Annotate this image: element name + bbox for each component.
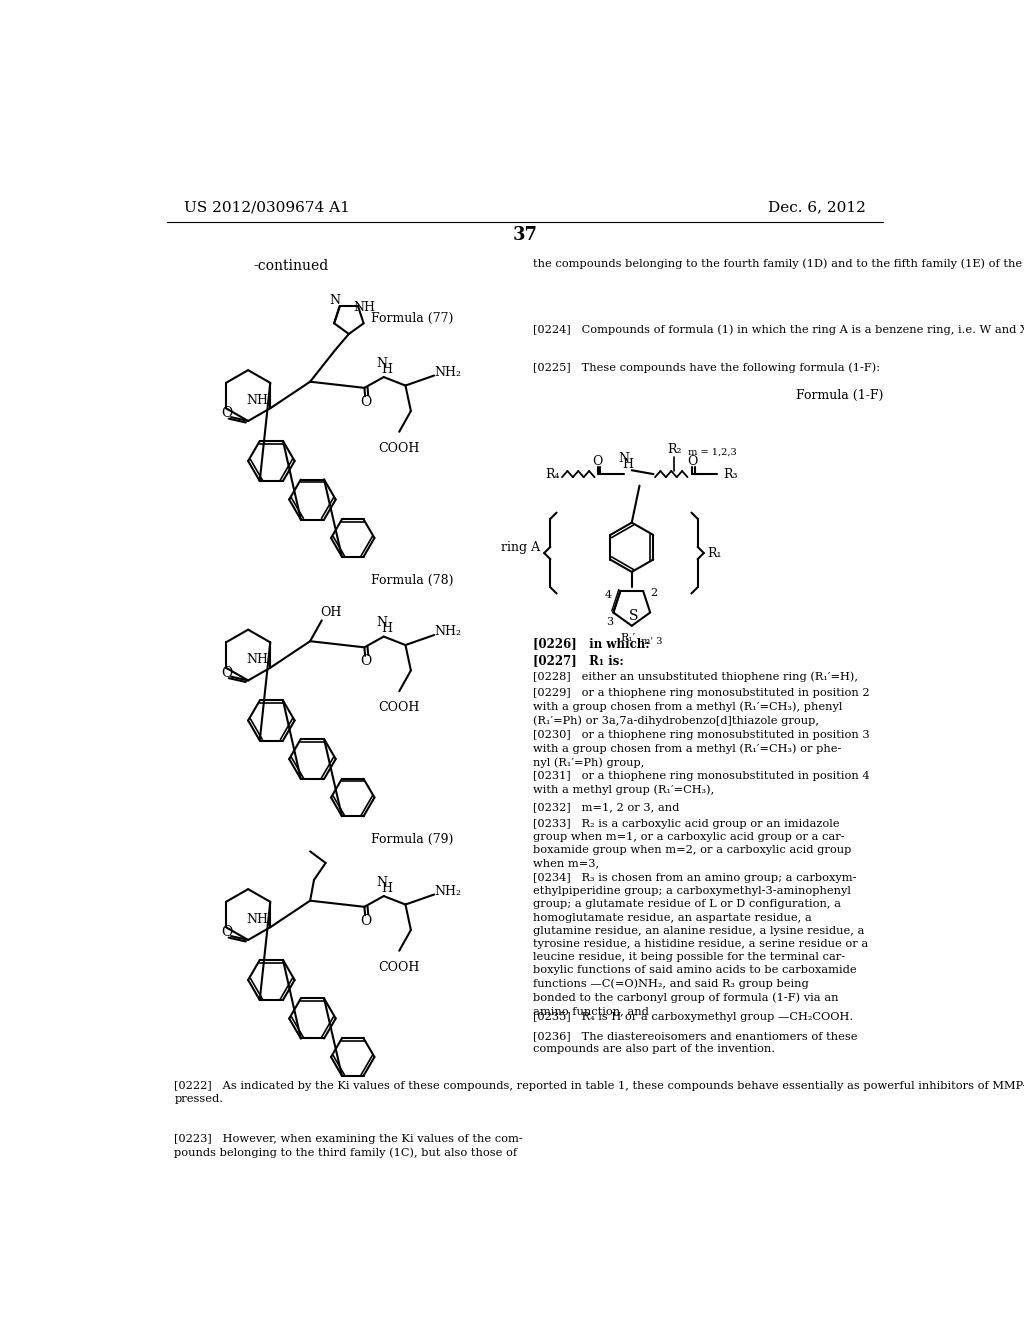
Text: N: N: [377, 875, 388, 888]
Text: O: O: [360, 655, 372, 668]
Text: H: H: [623, 458, 634, 471]
Text: -continued: -continued: [253, 259, 329, 272]
Text: COOH: COOH: [379, 961, 420, 974]
Text: US 2012/0309674 A1: US 2012/0309674 A1: [183, 201, 349, 215]
Text: COOH: COOH: [379, 442, 420, 455]
Text: O: O: [221, 925, 232, 940]
Text: 2: 2: [650, 587, 657, 598]
Text: [0228]   either an unsubstituted thiophene ring (R₁′=H),: [0228] either an unsubstituted thiophene…: [532, 671, 857, 682]
Text: NH₂: NH₂: [434, 366, 461, 379]
Text: COOH: COOH: [379, 701, 420, 714]
Text: Formula (79): Formula (79): [371, 833, 454, 846]
Text: O: O: [360, 913, 372, 928]
Text: 37: 37: [512, 226, 538, 244]
Text: m = 1,2,3: m = 1,2,3: [688, 447, 737, 457]
Text: Formula (78): Formula (78): [371, 574, 454, 587]
Text: Formula (77): Formula (77): [371, 313, 454, 326]
Text: O: O: [221, 407, 232, 420]
Text: NH: NH: [353, 301, 376, 314]
Text: [0231]   or a thiophene ring monosubstituted in position 4
with a methyl group (: [0231] or a thiophene ring monosubstitut…: [532, 771, 869, 796]
Text: 3: 3: [606, 616, 613, 627]
Text: [0226]   in which:: [0226] in which:: [532, 638, 649, 651]
Text: O: O: [221, 665, 232, 680]
Text: [0229]   or a thiophene ring monosubstituted in position 2
with a group chosen f: [0229] or a thiophene ring monosubstitut…: [532, 688, 869, 726]
Text: R₃: R₃: [723, 467, 737, 480]
Text: [0225]   These compounds have the following formula (1-F):: [0225] These compounds have the followin…: [532, 363, 880, 374]
Text: NH: NH: [247, 393, 268, 407]
Text: [0222]   As indicated by the Ki values of these compounds, reported in table 1, : [0222] As indicated by the Ki values of …: [174, 1081, 1024, 1104]
Text: Dec. 6, 2012: Dec. 6, 2012: [768, 201, 866, 215]
Text: [0235]   R₄ is H or a carboxymethyl group —CH₂COOH.: [0235] R₄ is H or a carboxymethyl group …: [532, 1011, 853, 1022]
Text: NH₂: NH₂: [434, 626, 461, 639]
Text: S: S: [629, 609, 638, 623]
Text: N: N: [330, 293, 340, 306]
Text: N: N: [618, 453, 630, 465]
Text: the compounds belonging to the fourth family (1D) and to the fifth family (1E) o: the compounds belonging to the fourth fa…: [532, 259, 1024, 269]
Text: O: O: [687, 455, 697, 469]
Text: [0236]   The diastereoisomers and enantiomers of these
compounds are also part o: [0236] The diastereoisomers and enantiom…: [532, 1031, 857, 1053]
Text: R₄: R₄: [546, 467, 560, 480]
Text: N: N: [377, 616, 388, 630]
Text: O: O: [593, 455, 603, 469]
Text: NH: NH: [247, 912, 268, 925]
Text: H: H: [381, 622, 392, 635]
Text: [0233]   R₂ is a carboxylic acid group or an imidazole
group when m=1, or a carb: [0233] R₂ is a carboxylic acid group or …: [532, 818, 851, 869]
Text: [0232]   m=1, 2 or 3, and: [0232] m=1, 2 or 3, and: [532, 803, 679, 812]
Text: 4: 4: [605, 590, 612, 601]
Text: R₂: R₂: [667, 444, 682, 455]
Text: [0234]   R₃ is chosen from an amino group; a carboxym-
ethylpiperidine group; a : [0234] R₃ is chosen from an amino group;…: [532, 873, 867, 1016]
Text: [0230]   or a thiophene ring monosubstituted in position 3
with a group chosen f: [0230] or a thiophene ring monosubstitut…: [532, 730, 869, 768]
Text: Formula (1-F): Formula (1-F): [797, 389, 884, 403]
Text: NH: NH: [247, 653, 268, 667]
Text: R₁′: R₁′: [621, 634, 636, 643]
Text: NH₂: NH₂: [434, 884, 461, 898]
Text: [0224]   Compounds of formula (1) in which the ring A is a benzene ring, i.e. W : [0224] Compounds of formula (1) in which…: [532, 323, 1024, 334]
Text: m' 3: m' 3: [641, 638, 663, 647]
Text: O: O: [360, 395, 372, 409]
Text: R₁: R₁: [708, 546, 722, 560]
Text: ring A: ring A: [501, 541, 541, 554]
Text: [0223]   However, when examining the Ki values of the com-
pounds belonging to t: [0223] However, when examining the Ki va…: [174, 1134, 523, 1158]
Text: H: H: [381, 882, 392, 895]
Text: OH: OH: [321, 606, 342, 619]
Text: H: H: [381, 363, 392, 376]
Text: N: N: [377, 356, 388, 370]
Text: [0227]   R₁ is:: [0227] R₁ is:: [532, 655, 624, 668]
